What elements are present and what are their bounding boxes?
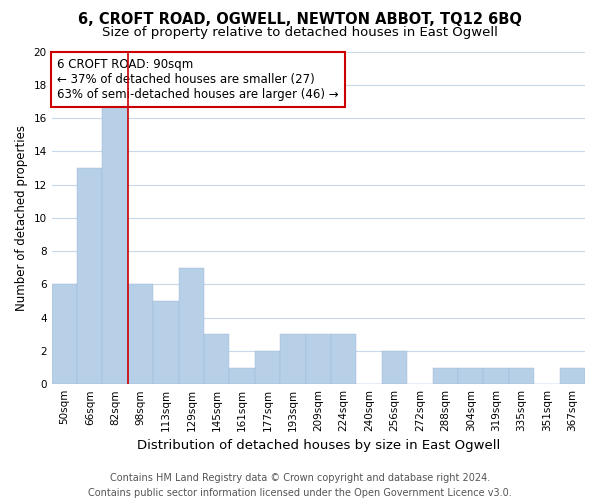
Bar	[458, 368, 484, 384]
Bar	[509, 368, 534, 384]
Bar	[433, 368, 458, 384]
Bar	[560, 368, 585, 384]
Bar	[229, 368, 255, 384]
Bar	[77, 168, 103, 384]
Bar	[103, 102, 128, 384]
Bar	[382, 351, 407, 384]
Bar	[52, 284, 77, 384]
Bar	[255, 351, 280, 384]
Bar	[305, 334, 331, 384]
Bar	[153, 301, 179, 384]
Bar	[331, 334, 356, 384]
X-axis label: Distribution of detached houses by size in East Ogwell: Distribution of detached houses by size …	[137, 440, 500, 452]
Bar	[484, 368, 509, 384]
Bar	[179, 268, 204, 384]
Bar	[128, 284, 153, 384]
Y-axis label: Number of detached properties: Number of detached properties	[15, 125, 28, 311]
Text: Contains HM Land Registry data © Crown copyright and database right 2024.
Contai: Contains HM Land Registry data © Crown c…	[88, 472, 512, 498]
Text: 6 CROFT ROAD: 90sqm
← 37% of detached houses are smaller (27)
63% of semi-detach: 6 CROFT ROAD: 90sqm ← 37% of detached ho…	[57, 58, 338, 101]
Bar	[280, 334, 305, 384]
Text: Size of property relative to detached houses in East Ogwell: Size of property relative to detached ho…	[102, 26, 498, 39]
Text: 6, CROFT ROAD, OGWELL, NEWTON ABBOT, TQ12 6BQ: 6, CROFT ROAD, OGWELL, NEWTON ABBOT, TQ1…	[78, 12, 522, 28]
Bar	[204, 334, 229, 384]
